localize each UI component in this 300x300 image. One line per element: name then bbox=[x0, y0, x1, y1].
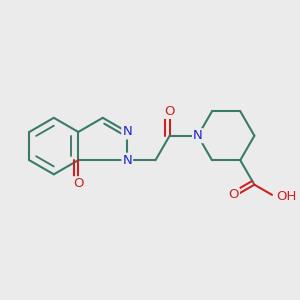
Text: O: O bbox=[164, 105, 175, 118]
Text: N: N bbox=[122, 154, 132, 167]
Text: O: O bbox=[228, 188, 239, 201]
Text: N: N bbox=[193, 129, 203, 142]
Text: N: N bbox=[122, 125, 132, 138]
Text: O: O bbox=[73, 177, 83, 190]
Text: OH: OH bbox=[277, 190, 297, 203]
